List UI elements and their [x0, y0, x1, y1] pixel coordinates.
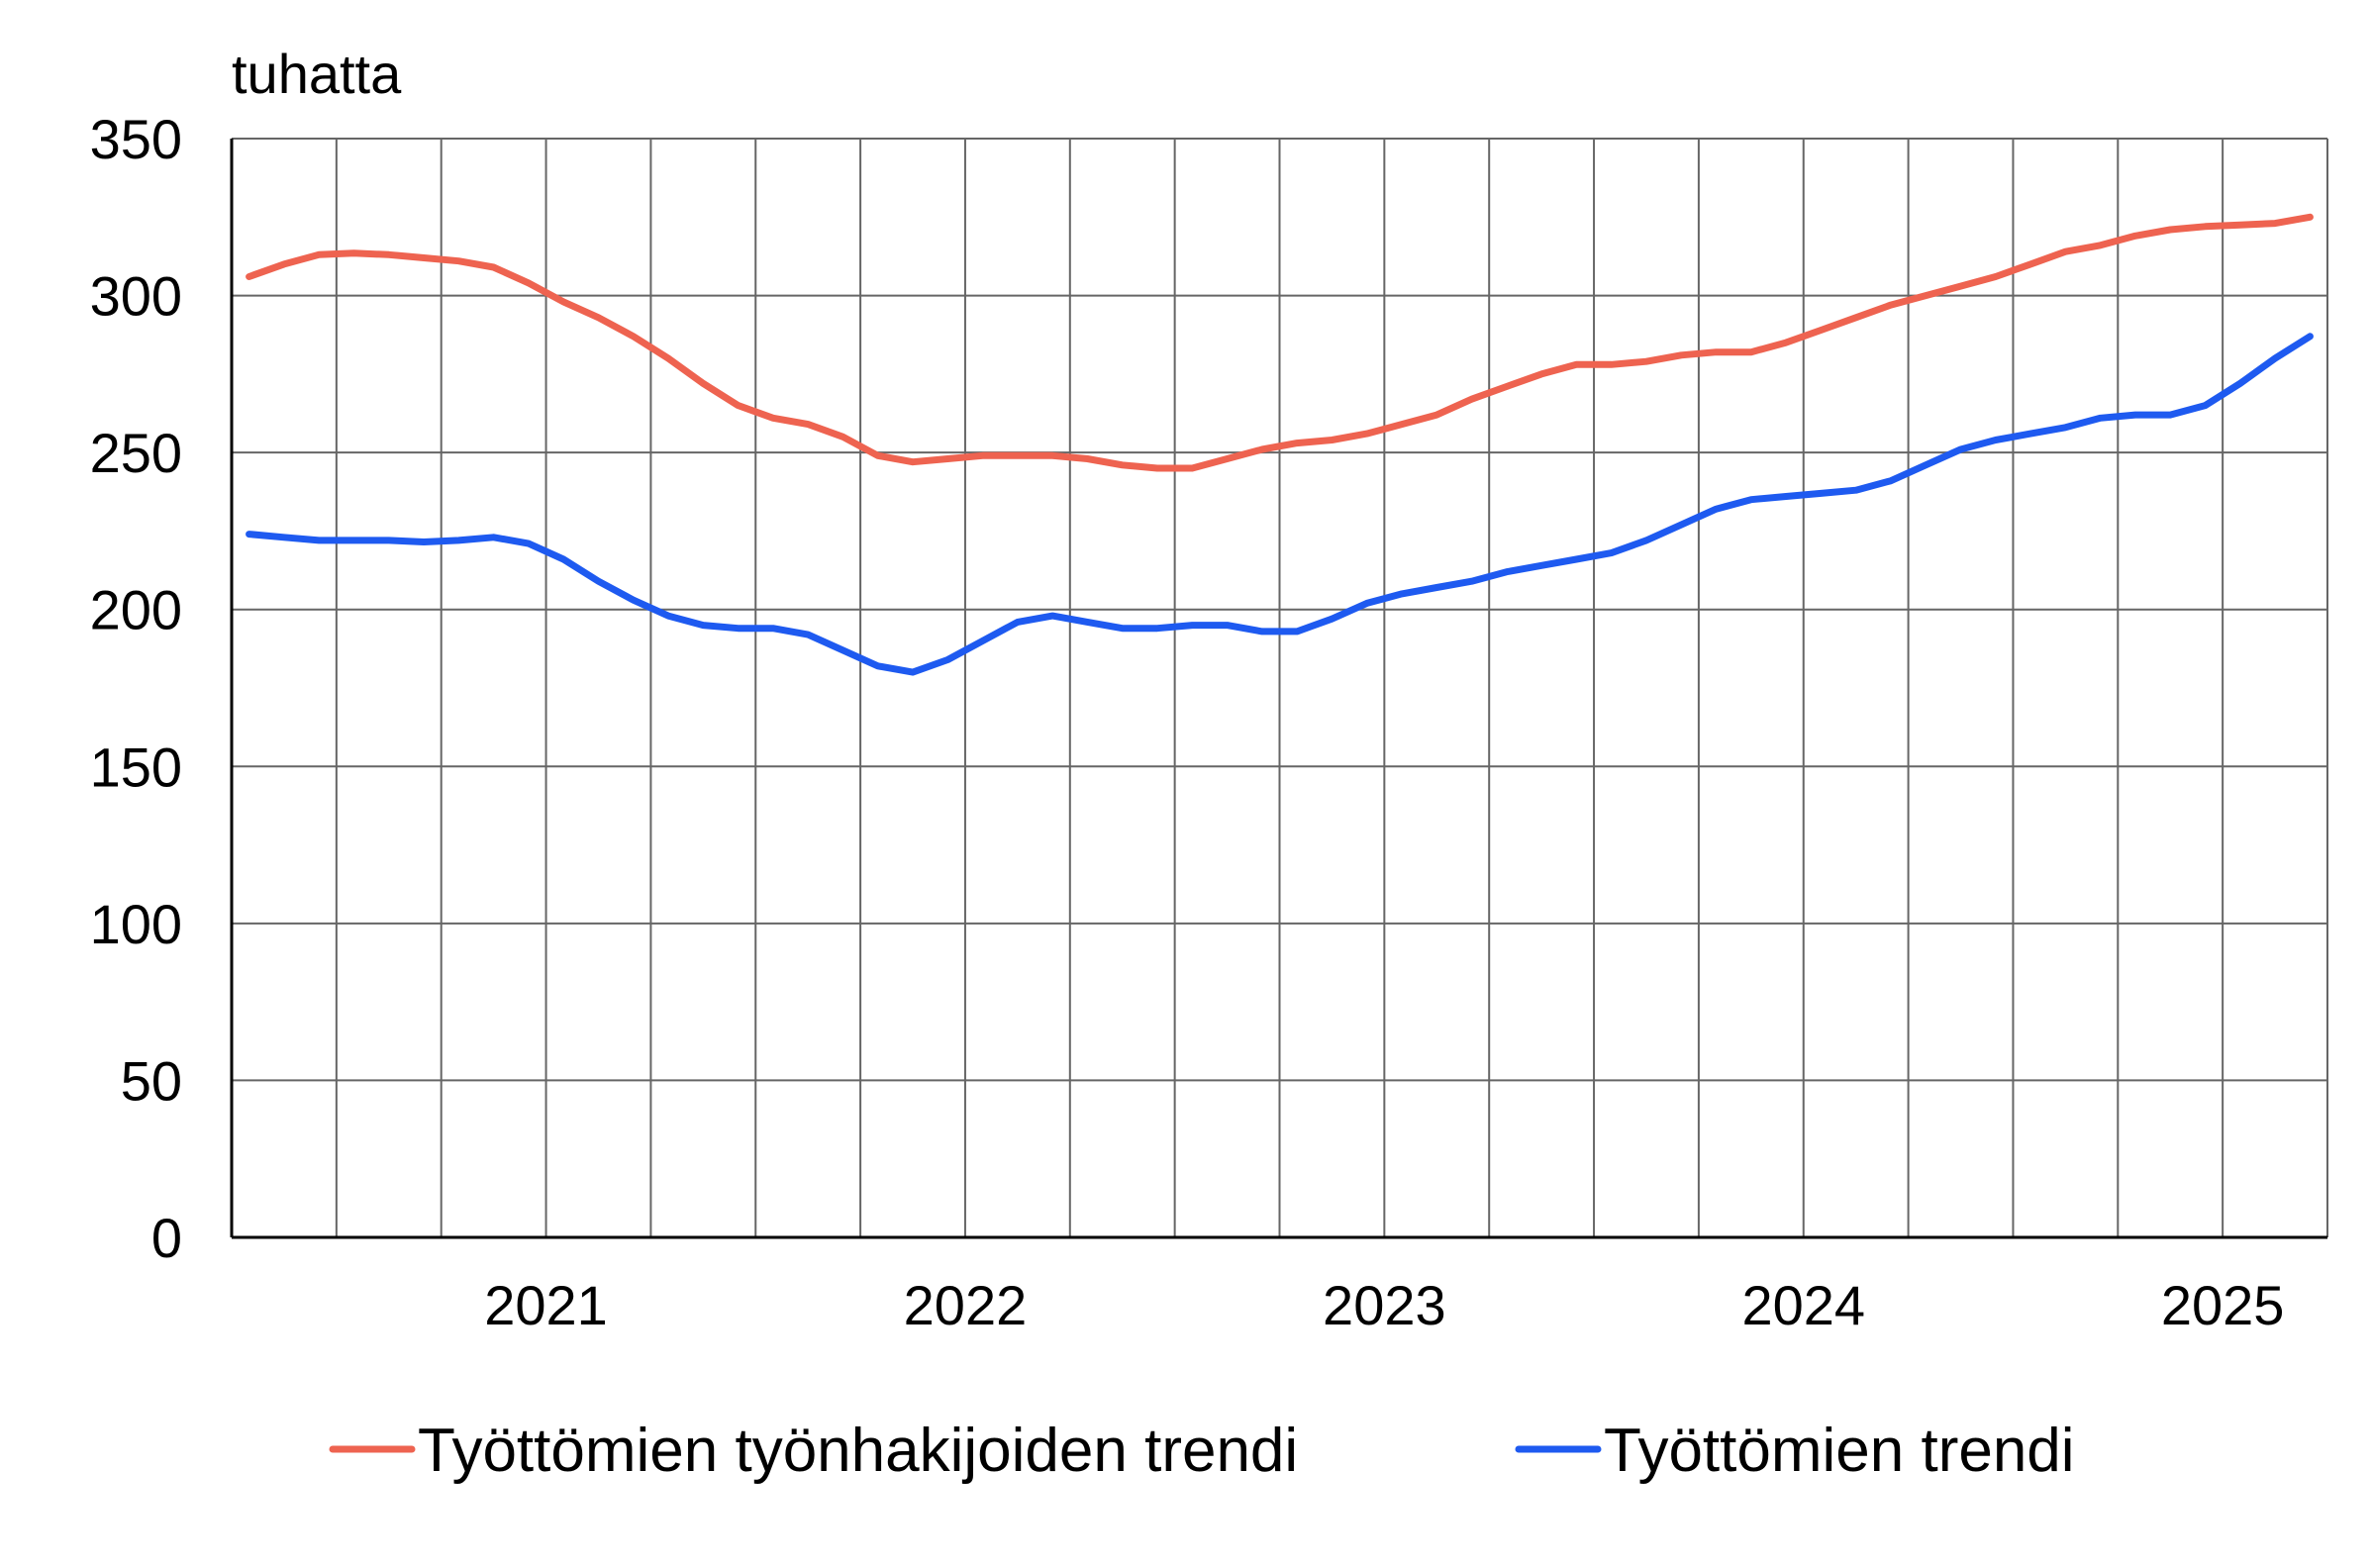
legend-label-1: Työttömien työnhakijoiden trendi [418, 1417, 1298, 1485]
y-tick-label: 300 [90, 265, 182, 328]
y-axis-unit-label: tuhatta [232, 43, 402, 105]
legend: Työttömien työnhakijoiden trendi Työttömi… [329, 1417, 2075, 1485]
y-tick-label: 100 [90, 893, 182, 955]
series-line-2 [246, 333, 2314, 676]
axes: 0 50 100 150 200 250 300 350 2021 2022 2023 2024 202… [90, 108, 2327, 1336]
y-tick-label: 50 [121, 1049, 182, 1112]
series-lines [246, 213, 2314, 676]
series-line-1 [246, 213, 2314, 472]
x-tick-label: 2023 [1323, 1274, 1446, 1336]
x-tick-label: 2021 [484, 1274, 608, 1336]
legend-label-2: Työttömien trendi [1604, 1417, 2075, 1485]
y-tick-label: 250 [90, 422, 182, 484]
x-tick-label: 2025 [2161, 1274, 2285, 1336]
x-tick-label: 2024 [1741, 1274, 1865, 1336]
y-tick-label: 150 [90, 735, 182, 798]
x-tick-label: 2022 [904, 1274, 1028, 1336]
y-tick-label: 200 [90, 579, 182, 641]
y-tick-label: 350 [90, 108, 182, 170]
y-tick-label: 0 [151, 1207, 182, 1269]
grid [232, 138, 2328, 1237]
